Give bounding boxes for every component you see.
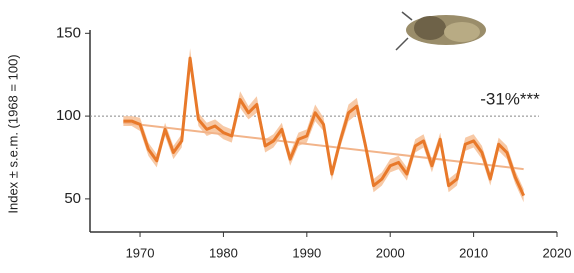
y-axis-label: Index ± s.e.m. (1968 = 100)	[5, 54, 20, 213]
chart: Index ± s.e.m. (1968 = 100) -31%*** 50 10…	[0, 0, 574, 273]
annotation: -31%***	[480, 89, 540, 108]
x-tick-label: 1970	[126, 245, 155, 260]
data-line	[123, 58, 523, 195]
y-tick-label: 100	[56, 107, 81, 124]
y-tick-label: 50	[64, 190, 81, 207]
x-tick-label: 2010	[459, 245, 488, 260]
x-tick-label: 2000	[376, 245, 405, 260]
x-tick-label: 1980	[209, 245, 238, 260]
moth-icon	[396, 12, 486, 50]
x-tick-label: 1990	[292, 245, 321, 260]
x-tick-label: 2020	[543, 245, 572, 260]
y-tick-label: 150	[56, 24, 81, 41]
